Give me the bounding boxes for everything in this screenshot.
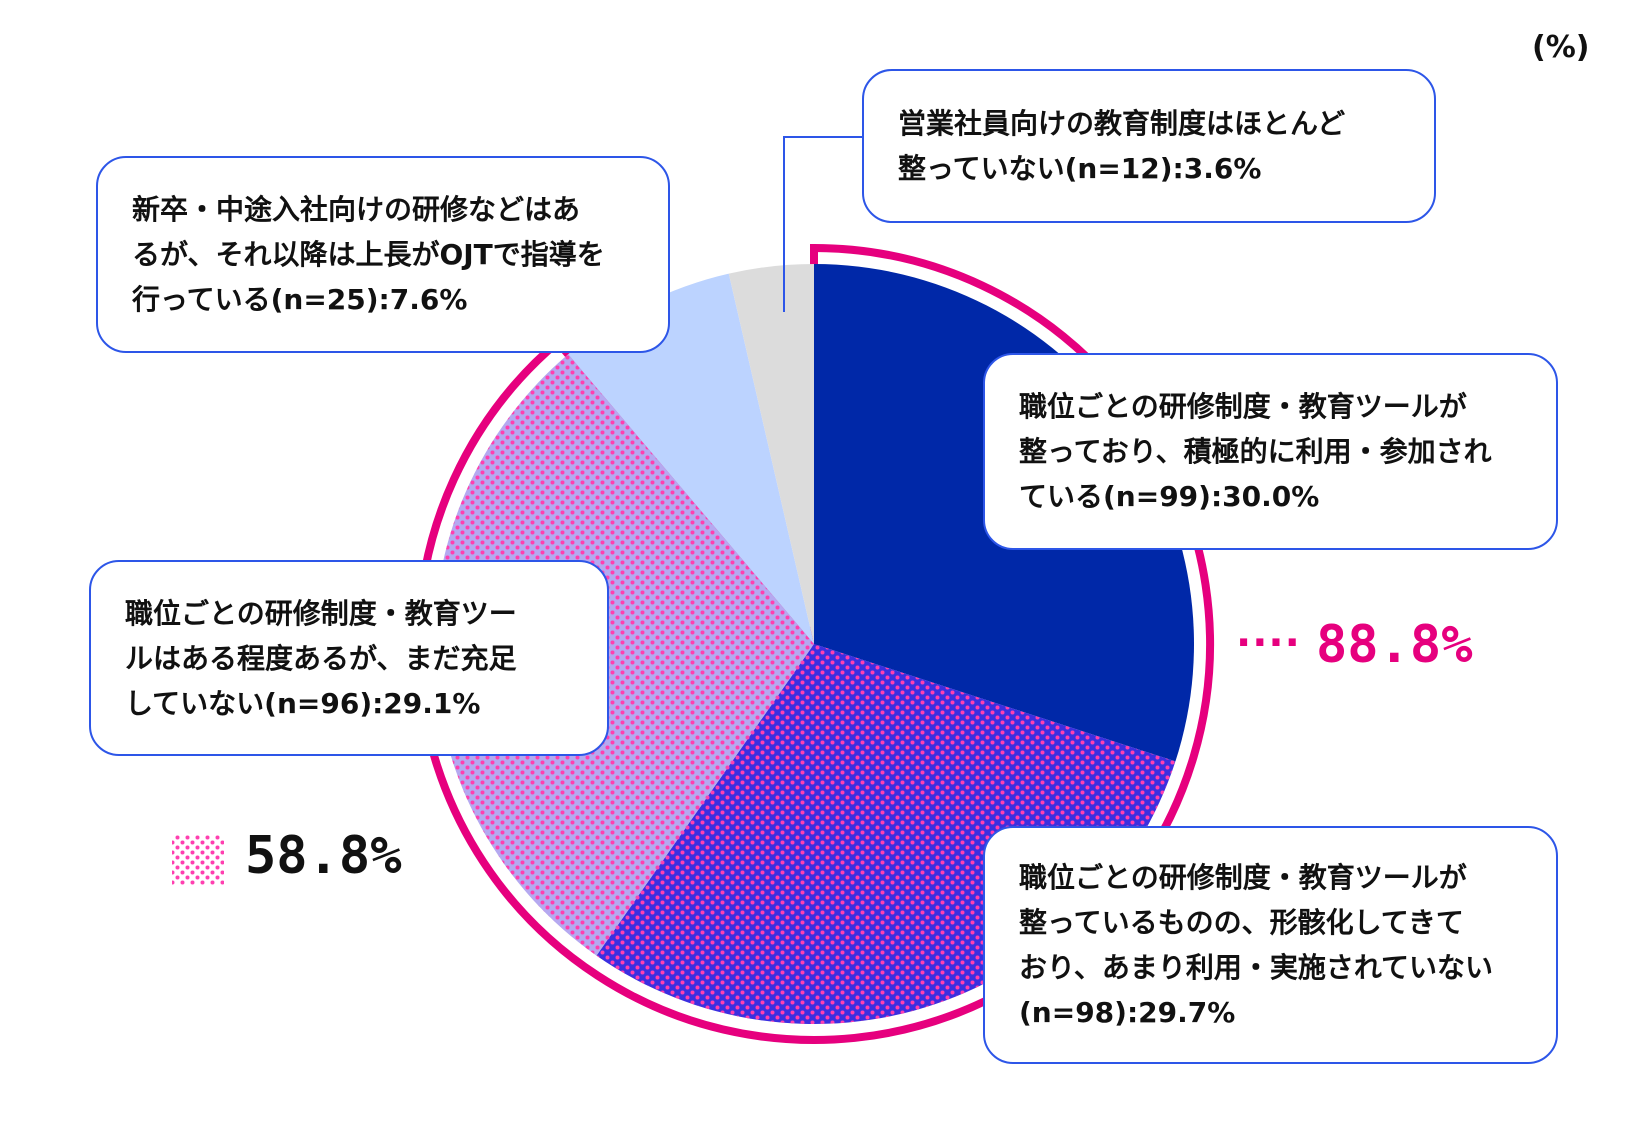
total-58-label: 58.8%: [245, 826, 402, 886]
callout-line: 職位ごとの研修制度・教育ツールが: [1019, 861, 1467, 894]
callout-actively-used: 職位ごとの研修制度・教育ツールが 整っており、積極的に利用・参加され ている(n…: [983, 353, 1558, 550]
callout-line: 整っていない(n=12):3.6%: [898, 152, 1262, 185]
callout-line: していない(n=96):29.1%: [125, 686, 481, 720]
callout-line: るが、それ以降は上長がOJTで指導を: [132, 238, 605, 271]
callout-line: ルはある程度あるが、まだ充足: [125, 641, 517, 675]
callout-line: 職位ごとの研修制度・教育ツールが: [1019, 390, 1467, 423]
unit-label: (%): [1532, 30, 1590, 65]
callout-not-sufficient: 職位ごとの研修制度・教育ツー ルはある程度あるが、まだ充足 していない(n=96…: [89, 560, 609, 756]
pie-slice-2-pattern: [434, 354, 814, 956]
legend-58-swatch: [172, 835, 224, 885]
callout-line: 職位ごとの研修制度・教育ツー: [125, 596, 517, 630]
callout-line: 整っているものの、形骸化してきて: [1019, 906, 1464, 939]
pie-slice-4: [728, 264, 814, 644]
callout-line: 行っている(n=25):7.6%: [132, 283, 468, 316]
callout-not-established: 営業社員向けの教育制度はほとんど 整っていない(n=12):3.6%: [862, 69, 1436, 223]
callout-formalized: 職位ごとの研修制度・教育ツールが 整っているものの、形骸化してきて おり、あまり…: [983, 826, 1558, 1064]
leader-line: [783, 136, 862, 312]
callout-ojt: 新卒・中途入社向けの研修などはあ るが、それ以降は上長がOJTで指導を 行ってい…: [96, 156, 670, 353]
callout-line: 営業社員向けの教育制度はほとんど: [898, 107, 1346, 140]
callout-line: 整っており、積極的に利用・参加され: [1019, 435, 1492, 468]
leader-dots: ····: [1236, 620, 1301, 666]
callout-line: おり、あまり利用・実施されていない: [1019, 951, 1494, 984]
callout-line: ている(n=99):30.0%: [1019, 480, 1320, 513]
total-88-label: 88.8%: [1316, 615, 1473, 675]
callout-line: (n=98):29.7%: [1019, 996, 1236, 1029]
callout-line: 新卒・中途入社向けの研修などはあ: [132, 193, 581, 226]
pie-slice-3: [568, 273, 814, 644]
